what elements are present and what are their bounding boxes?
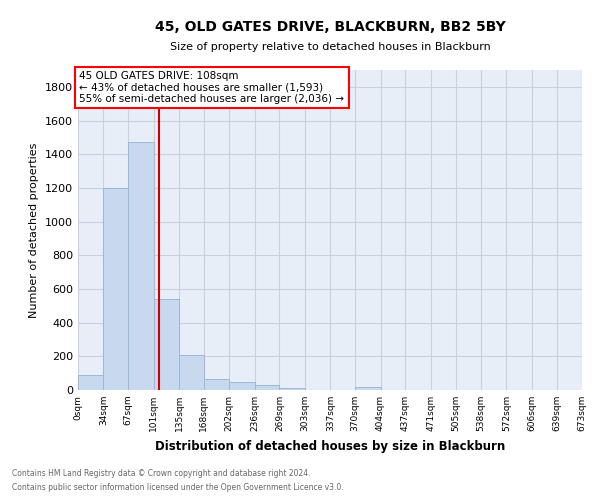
Text: Contains public sector information licensed under the Open Government Licence v3: Contains public sector information licen… [12, 484, 344, 492]
Bar [154, 299, 179, 390]
Bar [128, 142, 154, 390]
Bar [280, 388, 305, 390]
Bar [179, 356, 204, 390]
Bar [78, 375, 103, 390]
Bar [255, 386, 280, 390]
Bar [103, 188, 128, 390]
Bar [355, 388, 380, 390]
Bar [204, 379, 229, 390]
Y-axis label: Number of detached properties: Number of detached properties [29, 142, 40, 318]
Text: 45, OLD GATES DRIVE, BLACKBURN, BB2 5BY: 45, OLD GATES DRIVE, BLACKBURN, BB2 5BY [155, 20, 505, 34]
Bar [229, 382, 255, 390]
Text: Contains HM Land Registry data © Crown copyright and database right 2024.: Contains HM Land Registry data © Crown c… [12, 468, 311, 477]
Text: 45 OLD GATES DRIVE: 108sqm
← 43% of detached houses are smaller (1,593)
55% of s: 45 OLD GATES DRIVE: 108sqm ← 43% of deta… [79, 71, 344, 104]
Text: Size of property relative to detached houses in Blackburn: Size of property relative to detached ho… [170, 42, 490, 52]
X-axis label: Distribution of detached houses by size in Blackburn: Distribution of detached houses by size … [155, 440, 505, 452]
